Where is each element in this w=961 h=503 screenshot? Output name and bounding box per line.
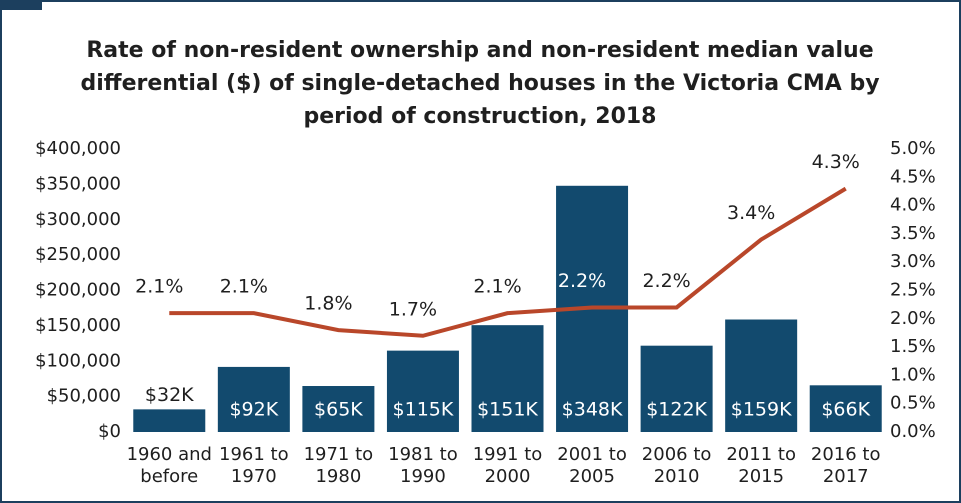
bar	[725, 319, 798, 432]
y-tick-label: $300,000	[35, 209, 121, 230]
line-value-label: 2.2%	[642, 270, 690, 292]
line-value-label: 2.1%	[220, 276, 268, 298]
y-tick-label: $200,000	[35, 280, 121, 301]
bar	[809, 385, 882, 432]
y2-tick-label: 4.0%	[890, 195, 936, 216]
y-tick-label: $350,000	[35, 173, 121, 194]
bar-value-label: $32K	[145, 384, 194, 406]
x-tick-label: 2017	[823, 466, 869, 487]
x-tick-label: 2010	[654, 466, 700, 487]
bar-value-label: $151K	[477, 399, 538, 421]
x-tick-label: 1991 to	[473, 444, 543, 465]
bar	[640, 345, 713, 432]
bar-value-label: $115K	[393, 399, 454, 421]
y-tick-label: $0	[98, 421, 121, 442]
x-tick-label: 1960 and	[127, 444, 212, 465]
x-tick-label: 2016 to	[811, 444, 881, 465]
y2-tick-label: 3.0%	[890, 251, 936, 272]
x-tick-label: 2000	[485, 466, 531, 487]
x-tick-label: before	[140, 466, 198, 487]
y2-tick-label: 1.0%	[890, 364, 936, 385]
y2-tick-label: 4.5%	[890, 166, 936, 187]
y-tick-label: $150,000	[35, 315, 121, 336]
bar-value-label: $348K	[562, 399, 623, 421]
x-tick-label: 1980	[315, 466, 361, 487]
bar-value-label: $66K	[821, 399, 870, 421]
bar-value-label: $159K	[731, 399, 792, 421]
line-value-label: 4.3%	[812, 151, 860, 173]
x-tick-label: 1971 to	[304, 444, 374, 465]
bar-value-label: $122K	[646, 399, 707, 421]
y2-tick-label: 0.5%	[890, 393, 936, 414]
bar	[133, 409, 206, 432]
x-tick-label: 1970	[231, 466, 277, 487]
y-tick-label: $100,000	[35, 350, 121, 371]
x-tick-label: 2005	[569, 466, 615, 487]
line-value-label: 3.4%	[727, 202, 775, 224]
bar	[471, 325, 544, 432]
line-value-label: 2.1%	[473, 276, 521, 298]
chart-title: Rate of non-resident ownership and non-r…	[80, 38, 880, 129]
x-tick-label: 2011 to	[726, 444, 796, 465]
y2-tick-label: 3.5%	[890, 223, 936, 244]
x-tick-label: 1990	[400, 466, 446, 487]
x-tick-label: 2001 to	[557, 444, 627, 465]
bar	[217, 366, 290, 432]
bar	[302, 386, 375, 432]
line-value-label: 2.2%	[558, 270, 606, 292]
bar-value-label: $92K	[229, 399, 278, 421]
line-value-label: 2.1%	[135, 276, 183, 298]
y-tick-label: $50,000	[47, 386, 121, 407]
line-value-label: 1.7%	[389, 298, 437, 320]
y2-tick-label: 1.5%	[890, 336, 936, 357]
y-tick-label: $400,000	[35, 138, 121, 159]
bar-value-label: $65K	[314, 399, 363, 421]
corner-tab	[0, 0, 42, 10]
bar	[386, 350, 459, 432]
x-tick-label: 1961 to	[219, 444, 289, 465]
line-value-label: 1.8%	[304, 293, 352, 315]
x-tick-label: 1981 to	[388, 444, 458, 465]
x-tick-label: 2006 to	[642, 444, 712, 465]
y2-tick-label: 5.0%	[890, 138, 936, 159]
y-tick-label: $250,000	[35, 244, 121, 265]
y2-tick-label: 0.0%	[890, 421, 936, 442]
y2-tick-label: 2.0%	[890, 308, 936, 329]
y2-tick-label: 2.5%	[890, 280, 936, 301]
x-tick-label: 2015	[738, 466, 784, 487]
line-series	[169, 186, 847, 338]
